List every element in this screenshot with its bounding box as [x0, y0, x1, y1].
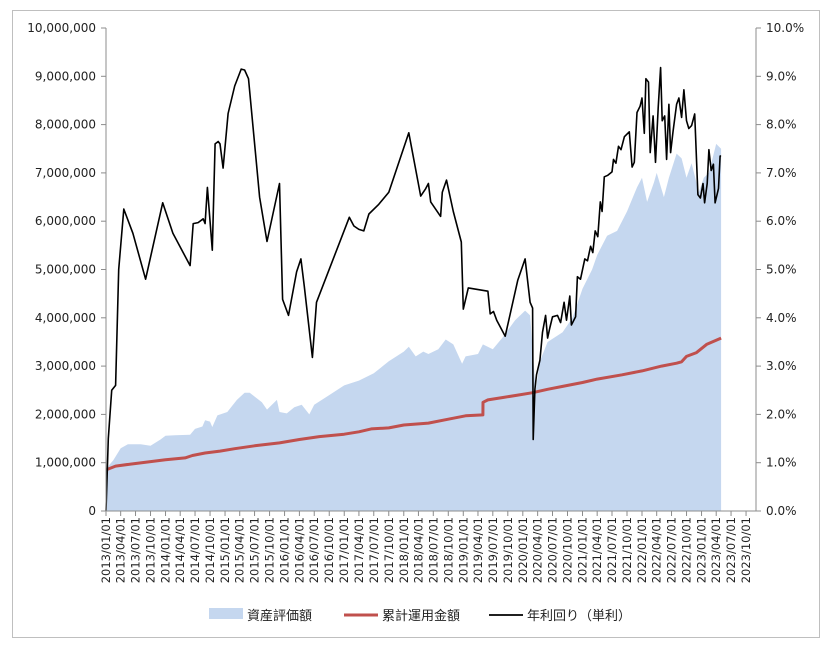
x-tick-label: 2017/04/01: [352, 517, 366, 583]
x-tick-label: 2021/10/01: [620, 517, 634, 583]
x-tick-label: 2016/01/01: [278, 517, 292, 583]
x-tick-label: 2014/01/01: [159, 517, 173, 583]
left-tick-label: 9,000,000: [35, 69, 96, 83]
series-line-annual-yield: [105, 66, 722, 512]
right-tick-label: 6.0%: [766, 214, 797, 228]
left-tick-label: 7,000,000: [35, 166, 96, 180]
x-tick-label: 2014/07/01: [188, 517, 202, 583]
right-tick-label: 0.0%: [766, 504, 797, 518]
x-tick-label: 2022/04/01: [650, 517, 664, 583]
plot-area: [105, 66, 722, 512]
x-tick-label: 2021/07/01: [605, 517, 619, 583]
x-tick-label: 2018/10/01: [441, 517, 455, 583]
x-tick-label: 2023/01/01: [695, 517, 709, 583]
x-tick-label: 2015/10/01: [263, 517, 277, 583]
left-tick-label: 1,000,000: [35, 456, 96, 470]
left-tick-label: 4,000,000: [35, 311, 96, 325]
right-tick-label: 1.0%: [766, 456, 797, 470]
series-line-cumulative-investment: [105, 336, 722, 472]
x-tick-label: 2013/04/01: [114, 517, 128, 583]
right-tick-label: 4.0%: [766, 311, 797, 325]
x-tick-label: 2016/04/01: [292, 517, 306, 583]
legend-label: 年利回り（単利）: [527, 608, 631, 624]
left-tick-label: 0: [88, 504, 96, 518]
x-tick-label: 2014/04/01: [173, 517, 187, 583]
x-tick-label: 2016/07/01: [307, 517, 321, 583]
x-tick-label: 2018/07/01: [426, 517, 440, 583]
x-tick-label: 2022/01/01: [635, 517, 649, 583]
legend-label: 累計運用金額: [382, 608, 460, 624]
x-tick-label: 2022/07/01: [665, 517, 679, 583]
right-tick-label: 7.0%: [766, 166, 797, 180]
x-tick-label: 2023/04/01: [709, 517, 723, 583]
x-tick-label: 2023/10/01: [739, 517, 753, 583]
legend: 資産評価額 累計運用金額 年利回り（単利）: [209, 608, 631, 624]
x-tick-label: 2019/01/01: [456, 517, 470, 583]
legend-label: 資産評価額: [247, 608, 312, 624]
x-tick-label: 2018/01/01: [397, 517, 411, 583]
right-y-axis: 0.0% 1.0% 2.0% 3.0% 4.0% 5.0% 6.0% 7.0% 8.0% 9.0%…: [755, 21, 804, 518]
right-tick-label: 5.0%: [766, 263, 797, 277]
x-tick-label: 2013/01/01: [99, 517, 113, 583]
x-tick-label: 2018/04/01: [411, 517, 425, 583]
x-tick-label: 2022/10/01: [680, 517, 694, 583]
x-tick-label: 2019/10/01: [501, 517, 515, 583]
chart-frame: 0 1,000,000 2,000,000 3,000,000 4,000,000 5,0…: [12, 10, 820, 638]
right-tick-label: 3.0%: [766, 359, 797, 373]
legend-swatch-asset-value: [209, 608, 243, 619]
x-tick-label: 2016/10/01: [322, 517, 336, 583]
left-tick-label: 3,000,000: [35, 359, 96, 373]
x-tick-label: 2020/01/01: [516, 517, 530, 583]
x-tick-label: 2013/07/01: [129, 517, 143, 583]
x-tick-label: 2021/01/01: [576, 517, 590, 583]
right-tick-label: 2.0%: [766, 407, 797, 421]
x-axis: 2013/01/01 2013/04/01 2013/07/01 2013/10/01…: [99, 510, 756, 583]
x-tick-label: 2017/10/01: [382, 517, 396, 583]
right-tick-label: 8.0%: [766, 118, 797, 132]
left-tick-label: 5,000,000: [35, 263, 96, 277]
x-tick-label: 2019/04/01: [471, 517, 485, 583]
right-tick-label: 10.0%: [766, 21, 804, 35]
x-tick-label: 2020/04/01: [531, 517, 545, 583]
left-tick-label: 2,000,000: [35, 407, 96, 421]
series-area-asset-value: [106, 143, 722, 511]
x-tick-label: 2015/07/01: [248, 517, 262, 583]
left-tick-label: 10,000,000: [27, 21, 96, 35]
x-tick-label: 2020/07/01: [546, 517, 560, 583]
x-tick-label: 2014/10/01: [203, 517, 217, 583]
right-tick-label: 9.0%: [766, 69, 797, 83]
left-tick-label: 6,000,000: [35, 214, 96, 228]
x-tick-label: 2017/07/01: [367, 517, 381, 583]
x-tick-label: 2021/04/01: [590, 517, 604, 583]
x-tick-label: 2023/07/01: [724, 517, 738, 583]
left-y-axis: 0 1,000,000 2,000,000 3,000,000 4,000,000 5,0…: [27, 21, 107, 518]
x-tick-label: 2013/10/01: [144, 517, 158, 583]
x-tick-label: 2015/04/01: [233, 517, 247, 583]
x-tick-label: 2017/01/01: [337, 517, 351, 583]
chart-canvas: 0 1,000,000 2,000,000 3,000,000 4,000,000 5,0…: [27, 21, 804, 624]
left-tick-label: 8,000,000: [35, 118, 96, 132]
x-tick-label: 2020/10/01: [561, 517, 575, 583]
x-tick-label: 2015/01/01: [218, 517, 232, 583]
x-tick-label: 2019/07/01: [486, 517, 500, 583]
